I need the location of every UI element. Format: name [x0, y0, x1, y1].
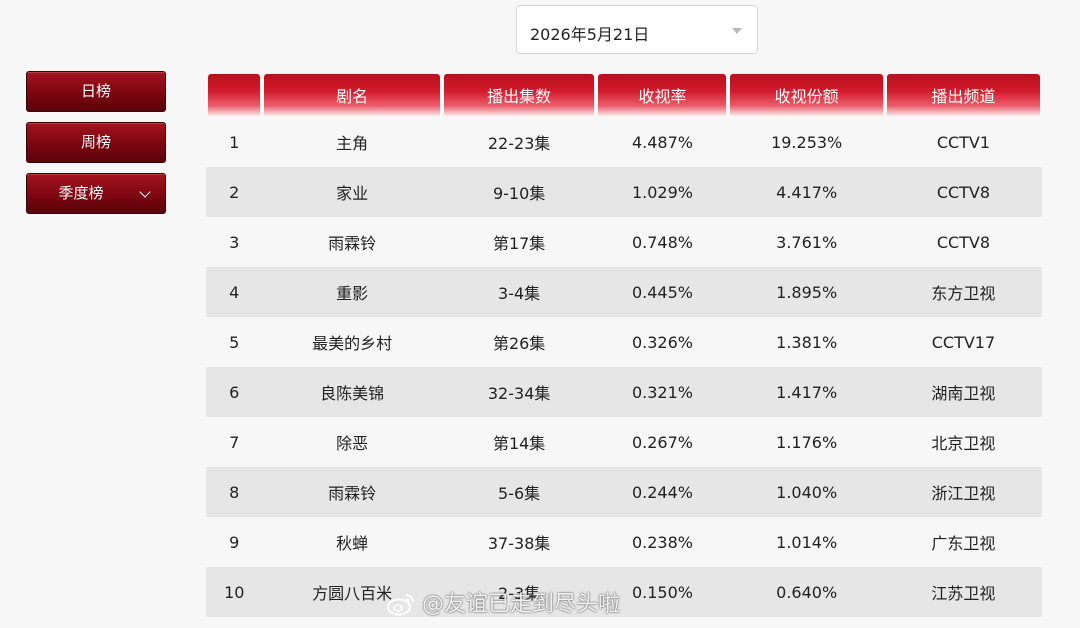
cell-channel: CCTV1: [884, 117, 1042, 167]
cell-episodes: 2-3集: [441, 567, 597, 617]
cell-name: 方圆八百米: [262, 567, 442, 617]
table-row: 2 家业 9-10集 1.029% 4.417% CCTV8: [206, 167, 1042, 217]
cell-rank: 7: [206, 417, 263, 467]
cell-episodes: 第26集: [441, 317, 597, 367]
cell-share: 1.014%: [728, 517, 885, 567]
cell-share: 4.417%: [728, 167, 885, 217]
cell-rating: 0.326%: [596, 317, 729, 367]
cell-rating: 0.150%: [596, 567, 729, 617]
cell-rating: 0.748%: [596, 217, 729, 267]
cell-channel: 北京卫视: [884, 417, 1042, 467]
cell-share: 1.417%: [728, 367, 885, 417]
table-row: 6 良陈美锦 32-34集 0.321% 1.417% 湖南卫视: [206, 367, 1042, 417]
cell-rank: 8: [206, 467, 263, 517]
cell-name: 重影: [262, 267, 442, 317]
cell-name: 家业: [262, 167, 442, 217]
watermark: @友谊已走到尽头啦: [386, 586, 620, 618]
cell-episodes: 37-38集: [441, 517, 597, 567]
weekly-chart-button[interactable]: 周榜: [26, 122, 166, 163]
table-row: 8 雨霖铃 5-6集 0.244% 1.040% 浙江卫视: [206, 467, 1042, 517]
cell-channel: 广东卫视: [884, 517, 1042, 567]
header-share: 收视份额: [728, 70, 884, 117]
quarterly-chart-label: 季度榜: [58, 184, 104, 202]
weibo-logo-icon: [387, 594, 414, 616]
cell-rating: 4.487%: [596, 117, 729, 167]
caret-down-icon[interactable]: [732, 28, 742, 34]
cell-channel: CCTV17: [884, 317, 1042, 367]
cell-episodes: 3-4集: [441, 267, 597, 317]
cell-rating: 0.321%: [596, 367, 729, 417]
cell-name: 良陈美锦: [262, 367, 442, 417]
header-name: 剧名: [262, 70, 441, 117]
cell-share: 0.640%: [728, 567, 885, 617]
header-channel: 播出频道: [885, 70, 1042, 117]
cell-name: 秋蝉: [262, 517, 442, 567]
table-row: 4 重影 3-4集 0.445% 1.895% 东方卫视: [206, 267, 1042, 317]
cell-name: 最美的乡村: [262, 317, 442, 367]
cell-rank: 3: [206, 217, 263, 267]
date-select[interactable]: 2026年5月21日: [516, 5, 758, 54]
table-header-row: 剧名 播出集数 收视率 收视份额 播出频道: [206, 70, 1042, 117]
cell-episodes: 第14集: [441, 417, 597, 467]
cell-share: 3.761%: [728, 217, 885, 267]
cell-name: 除恶: [262, 417, 442, 467]
cell-rank: 9: [206, 517, 263, 567]
cell-channel: 江苏卫视: [884, 567, 1042, 617]
daily-chart-button[interactable]: 日榜: [26, 71, 166, 112]
cell-share: 1.040%: [728, 467, 885, 517]
date-select-value: 2026年5月21日: [530, 25, 650, 44]
cell-share: 19.253%: [728, 117, 885, 167]
cell-channel: 湖南卫视: [884, 367, 1042, 417]
watermark-text: @友谊已走到尽头啦: [422, 592, 621, 617]
cell-rank: 2: [206, 167, 263, 217]
chevron-down-icon: [139, 186, 151, 198]
cell-rank: 6: [206, 367, 263, 417]
cell-rank: 1: [206, 117, 263, 167]
table-row: 7 除恶 第14集 0.267% 1.176% 北京卫视: [206, 417, 1042, 467]
ratings-table: 剧名 播出集数 收视率 收视份额 播出频道 1 主角 22-23集 4.487%…: [206, 70, 1042, 617]
table-row: 9 秋蝉 37-38集 0.238% 1.014% 广东卫视: [206, 517, 1042, 567]
cell-rating: 1.029%: [596, 167, 729, 217]
header-rating: 收视率: [596, 70, 728, 117]
table-row: 5 最美的乡村 第26集 0.326% 1.381% CCTV17: [206, 317, 1042, 367]
cell-name: 雨霖铃: [262, 467, 442, 517]
cell-rating: 0.267%: [596, 417, 729, 467]
quarterly-chart-button[interactable]: 季度榜: [26, 173, 166, 214]
cell-rating: 0.244%: [596, 467, 729, 517]
cell-rank: 5: [206, 317, 263, 367]
cell-channel: 浙江卫视: [884, 467, 1042, 517]
cell-channel: 东方卫视: [884, 267, 1042, 317]
cell-channel: CCTV8: [884, 217, 1042, 267]
table-row: 10 方圆八百米 2-3集 0.150% 0.640% 江苏卫视: [206, 567, 1042, 617]
cell-rank: 10: [206, 567, 263, 617]
table-row: 1 主角 22-23集 4.487% 19.253% CCTV1: [206, 117, 1042, 167]
cell-episodes: 第17集: [441, 217, 597, 267]
cell-share: 1.895%: [728, 267, 885, 317]
cell-rank: 4: [206, 267, 263, 317]
cell-share: 1.176%: [728, 417, 885, 467]
cell-share: 1.381%: [728, 317, 885, 367]
cell-episodes: 9-10集: [441, 167, 597, 217]
cell-rating: 0.445%: [596, 267, 729, 317]
cell-name: 主角: [262, 117, 442, 167]
header-rank: [206, 70, 262, 117]
table-row: 3 雨霖铃 第17集 0.748% 3.761% CCTV8: [206, 217, 1042, 267]
cell-name: 雨霖铃: [262, 217, 442, 267]
cell-episodes: 32-34集: [441, 367, 597, 417]
cell-episodes: 22-23集: [441, 117, 597, 167]
header-episodes: 播出集数: [442, 70, 597, 117]
cell-episodes: 5-6集: [441, 467, 597, 517]
cell-channel: CCTV8: [884, 167, 1042, 217]
cell-rating: 0.238%: [596, 517, 729, 567]
